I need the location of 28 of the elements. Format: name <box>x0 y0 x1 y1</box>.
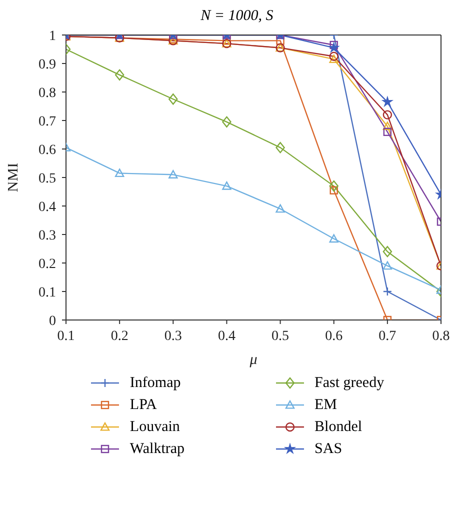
y-tick-label: 0.5 <box>38 171 56 186</box>
y-tick-label: 0.4 <box>38 200 56 215</box>
legend-label: EM <box>314 396 338 414</box>
x-tick-label: 0.3 <box>164 328 182 344</box>
legend-label: SAS <box>314 440 342 458</box>
legend-label: Louvain <box>130 418 180 436</box>
legend-label: Walktrap <box>130 440 185 458</box>
x-axis-title: μ <box>248 352 258 368</box>
y-tick-label: 0.1 <box>38 285 56 300</box>
y-tick-label: 0.7 <box>38 114 56 130</box>
legend-label: Infomap <box>130 374 181 392</box>
legend-label: Blondel <box>314 418 362 436</box>
y-tick-label: 0.2 <box>38 256 56 272</box>
legend-label: LPA <box>130 396 157 414</box>
x-tick-label: 0.8 <box>432 328 450 344</box>
y-tick-label: 0.6 <box>38 142 56 158</box>
y-tick-label: 0.3 <box>38 228 56 244</box>
x-tick-label: 0.5 <box>272 328 290 344</box>
chart-title: N = 1000, S <box>200 8 274 26</box>
legend-label: Fast greedy <box>314 374 384 392</box>
y-tick-label: 0 <box>49 314 56 329</box>
x-tick-label: 0.2 <box>110 328 128 344</box>
x-tick-label: 0.7 <box>378 328 396 344</box>
x-tick-label: 0.6 <box>325 328 343 344</box>
y-tick-label: 0.8 <box>38 86 56 101</box>
x-tick-label: 0.4 <box>218 328 236 344</box>
y-tick-label: 0.9 <box>38 57 56 72</box>
y-tick-label: 1 <box>49 28 56 44</box>
